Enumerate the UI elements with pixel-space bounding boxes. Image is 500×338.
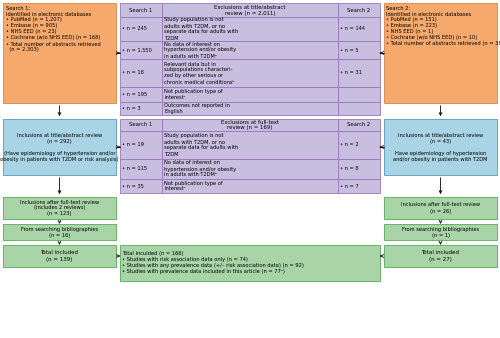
Text: Search 2:
Identified in electronic databases
• PubMed (n = 151)
• Embase (n = 22: Search 2: Identified in electronic datab… (386, 5, 500, 47)
Text: • n = 31: • n = 31 (340, 71, 362, 75)
Bar (120, 102, 162, 115)
Bar (162, 159, 338, 179)
Bar (162, 59, 338, 87)
Bar (384, 3, 497, 103)
Bar (338, 59, 380, 87)
Bar (162, 119, 338, 131)
Text: Inclusions after full-text review
(includes 2 reviews)
(n = 123): Inclusions after full-text review (inclu… (20, 199, 99, 217)
Bar (338, 102, 380, 115)
Bar (162, 17, 338, 41)
Bar (162, 131, 338, 159)
Bar (162, 87, 338, 102)
Text: Search 1: Search 1 (130, 122, 152, 127)
Bar (338, 17, 380, 41)
Text: • n = 7: • n = 7 (340, 184, 359, 189)
Text: From searching bibliographies
(n = 1): From searching bibliographies (n = 1) (402, 226, 479, 238)
Text: Total included
(n = 27): Total included (n = 27) (422, 250, 460, 262)
Text: Search 1: Search 1 (130, 7, 152, 13)
Bar (120, 159, 162, 179)
Text: • n = 1,550: • n = 1,550 (122, 48, 152, 52)
Bar (384, 245, 497, 267)
Text: Total inculded (n = 166)
• Studies with risk association data only (n = 74)
• St: Total inculded (n = 166) • Studies with … (122, 251, 304, 274)
Text: No data of interest on
hypertension and/or obesity
in adults with T2DMᵃ: No data of interest on hypertension and/… (164, 161, 236, 177)
Text: • n = 3: • n = 3 (122, 106, 141, 111)
Text: • n = 35: • n = 35 (122, 184, 144, 189)
Text: Search 2: Search 2 (348, 122, 370, 127)
Bar (338, 119, 380, 131)
Text: Inclusions at title/abstract review
(n = 43)

Have epidemiology of hypertension
: Inclusions at title/abstract review (n =… (393, 132, 488, 162)
Bar (3, 224, 116, 240)
Bar (338, 3, 380, 17)
Text: • n = 8: • n = 8 (340, 167, 359, 171)
Bar (384, 224, 497, 240)
Text: • n = 144: • n = 144 (340, 26, 365, 31)
Text: • n = 195: • n = 195 (122, 92, 148, 97)
Text: • n = 18: • n = 18 (122, 71, 144, 75)
Bar (162, 3, 338, 17)
Bar (120, 179, 162, 193)
Text: Relevant data but in
subpopulations characteri-
zed by other serious or
chronic : Relevant data but in subpopulations char… (164, 62, 236, 84)
Text: Search 2: Search 2 (348, 7, 370, 13)
Bar (3, 3, 116, 103)
Bar (120, 41, 162, 59)
Text: No data of interest on
hypertension and/or obesity
in adults with T2DMᵃ: No data of interest on hypertension and/… (164, 42, 236, 58)
Bar (120, 3, 162, 17)
Text: • n = 245: • n = 245 (122, 26, 148, 31)
Bar (384, 119, 497, 175)
Bar (120, 87, 162, 102)
Text: • n = 5: • n = 5 (340, 48, 359, 52)
Text: Outcomes not reported in
English: Outcomes not reported in English (164, 103, 230, 114)
Text: Study population is not
adults with T2DM, or no
separate data for adults with
T2: Study population is not adults with T2DM… (164, 134, 239, 156)
Bar (120, 131, 162, 159)
Bar (120, 245, 380, 281)
Bar (162, 179, 338, 193)
Bar (384, 197, 497, 219)
Text: Search 1:
Identified in electronic databases
• PubMed (n = 1,207)
• Embase (n = : Search 1: Identified in electronic datab… (6, 5, 100, 52)
Text: Exclusions at title/abstract
review (n = 2,011): Exclusions at title/abstract review (n =… (214, 4, 286, 16)
Text: • n = 2: • n = 2 (340, 143, 359, 147)
Bar (120, 17, 162, 41)
Text: • n = 19: • n = 19 (122, 143, 144, 147)
Bar (120, 59, 162, 87)
Bar (162, 41, 338, 59)
Bar (338, 179, 380, 193)
Text: Exclusions at full-text
review (n = 169): Exclusions at full-text review (n = 169) (221, 120, 279, 130)
Text: Not publication type of
interestᶜ: Not publication type of interestᶜ (164, 89, 223, 100)
Text: Inclusions at title/abstract review
(n = 292)

(Have epidemiology of hypertensio: Inclusions at title/abstract review (n =… (0, 132, 118, 162)
Bar (120, 119, 162, 131)
Text: • n = 115: • n = 115 (122, 167, 148, 171)
Bar (338, 159, 380, 179)
Bar (162, 102, 338, 115)
Text: Inclusions after full-text review
(n = 26): Inclusions after full-text review (n = 2… (401, 202, 480, 214)
Bar (338, 87, 380, 102)
Bar (3, 197, 116, 219)
Bar (338, 131, 380, 159)
Bar (3, 245, 116, 267)
Text: Total included
(n = 139): Total included (n = 139) (40, 250, 78, 262)
Text: Study population is not
adults with T2DM, or no
separate data for adults with
T2: Study population is not adults with T2DM… (164, 18, 239, 41)
Text: Not publication type of
interestᶜ: Not publication type of interestᶜ (164, 180, 223, 192)
Text: From searching bibliographies
(n = 16): From searching bibliographies (n = 16) (21, 226, 98, 238)
Bar (338, 41, 380, 59)
Bar (3, 119, 116, 175)
